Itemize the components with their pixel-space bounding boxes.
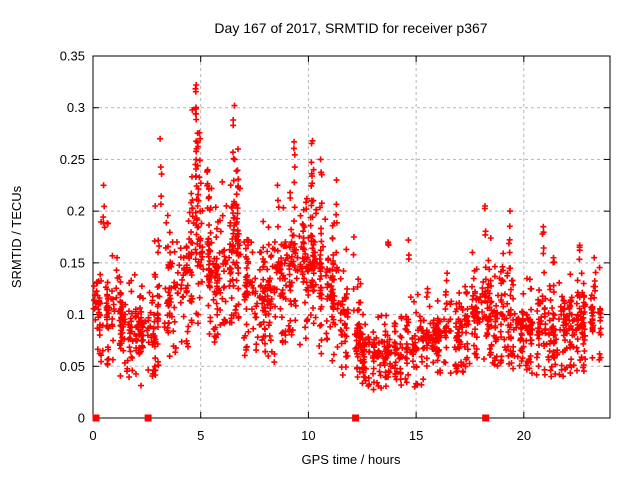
- y-tick-label: 0.25: [60, 152, 85, 167]
- x-tick-label: 5: [197, 428, 204, 443]
- x-tick-label: 20: [517, 428, 531, 443]
- scatter-plus-markers: [90, 82, 604, 393]
- y-tick-label: 0.35: [60, 49, 85, 64]
- tick-labels: 0 5 10 15 20 0 0.05 0.1 0.15 0.2 0.25 0.3 0.35: [60, 49, 531, 444]
- data-points: [90, 82, 604, 422]
- y-tick-label: 0.2: [67, 204, 85, 219]
- x-axis-label: GPS time / hours: [302, 452, 401, 467]
- axes-frame: [92, 55, 611, 419]
- y-tick-label: 0.1: [67, 307, 85, 322]
- y-tick-label: 0.15: [60, 255, 85, 270]
- y-axis-label: SRMTID / TECUs: [9, 185, 24, 288]
- zero-square-marker: [144, 414, 152, 422]
- x-tick-label: 0: [89, 428, 96, 443]
- x-tick-label: 10: [301, 428, 315, 443]
- zero-square-marker: [482, 414, 490, 422]
- y-tick-label: 0: [78, 411, 85, 426]
- zero-square-marker: [92, 414, 100, 422]
- y-tick-label: 0.05: [60, 359, 85, 374]
- x-tick-label: 15: [409, 428, 423, 443]
- y-tick-label: 0.3: [67, 100, 85, 115]
- chart-title: Day 167 of 2017, SRMTID for receiver p36…: [214, 20, 487, 36]
- zero-square-marker: [352, 414, 360, 422]
- plot-border: [92, 55, 611, 419]
- tick-marks: [92, 55, 610, 419]
